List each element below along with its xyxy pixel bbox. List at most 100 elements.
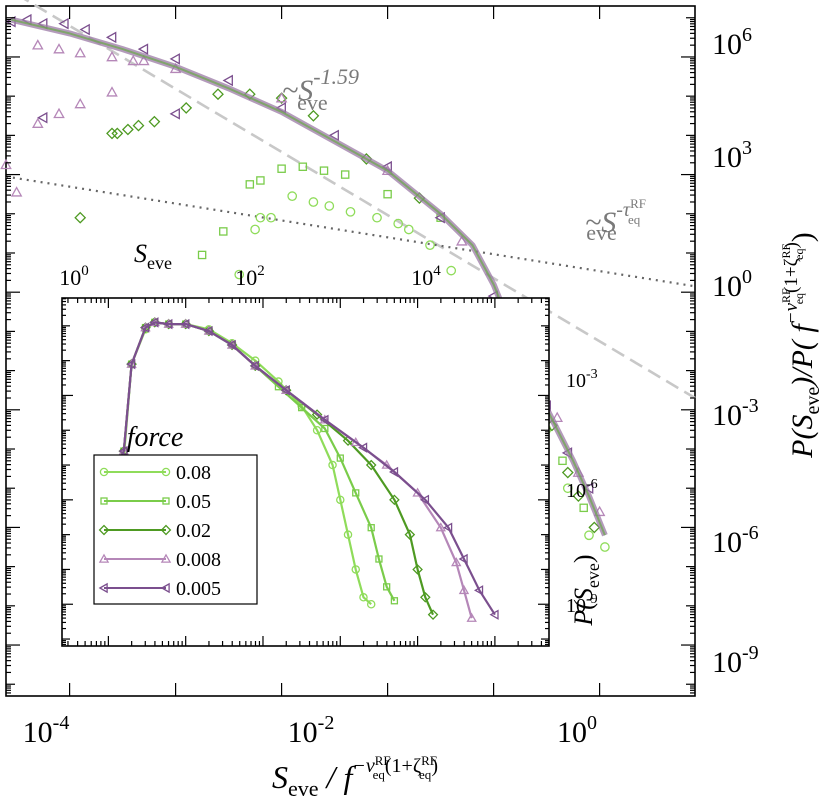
inset-data-point	[443, 522, 453, 533]
inset-data-point	[390, 597, 399, 605]
legend-marker	[160, 524, 172, 536]
inset-data-point	[427, 609, 439, 620]
inset-data-point	[412, 564, 423, 575]
inset-series-line	[107, 321, 496, 616]
main-data-point	[266, 212, 276, 223]
main-data-point	[588, 521, 601, 534]
inset-data-point	[359, 593, 368, 602]
main-data-point	[106, 86, 118, 97]
inset-data-point	[351, 565, 360, 574]
main-data-point	[79, 23, 90, 36]
main-data-point	[212, 88, 224, 101]
main-data-point	[324, 201, 335, 211]
main-data-point	[169, 53, 180, 65]
main-data-point	[74, 211, 87, 224]
main-ytick-label: 100	[712, 266, 752, 303]
legend-label: 0.08	[176, 462, 211, 484]
inset-data-point	[149, 317, 159, 328]
inset-data-point	[226, 339, 236, 351]
main-data-point	[250, 224, 260, 235]
inset-xtick-label: 100	[59, 263, 89, 290]
main-data-point	[0, 158, 12, 170]
inset-data-point	[419, 494, 430, 506]
main-xtick-label: 10-2	[288, 712, 335, 749]
inset-ytick-label: 10-6	[566, 477, 598, 502]
main-data-point	[127, 54, 140, 66]
inset-data-point	[180, 318, 190, 330]
main-data-point	[319, 166, 329, 175]
inset-ticks	[62, 298, 550, 646]
legend-label: 0.005	[176, 578, 221, 600]
legend-marker	[98, 524, 110, 536]
inset-data-point	[312, 425, 322, 435]
main-data-point	[222, 74, 233, 87]
inset-data-point	[352, 489, 360, 497]
main-data-point	[58, 17, 69, 30]
main-data-point	[572, 490, 585, 502]
inset-data-point	[435, 522, 446, 532]
main-data-point	[31, 117, 44, 128]
inset-data-point	[489, 609, 499, 620]
main-data-point	[148, 115, 161, 128]
main-data-point	[53, 43, 65, 54]
main-data-point	[600, 542, 610, 552]
legend-marker	[98, 582, 108, 594]
legend-marker	[99, 467, 109, 477]
inset-data-point	[140, 322, 150, 333]
inset-data-point	[404, 529, 416, 540]
inset-data-point	[366, 599, 376, 609]
main-x-axis-label: Seve / f−νRF eq(1+ζRF eq)	[272, 753, 438, 800]
main-data-point	[372, 212, 382, 223]
main-data-point	[121, 123, 134, 136]
main-y-axis-label: P(Seve)/P( f−νRFeq(1+ζRFeq))	[779, 232, 824, 459]
inset-data-point	[280, 385, 290, 396]
legend-label: 0.02	[176, 520, 211, 542]
main-xtick-label: 100	[557, 712, 597, 749]
main-data-point	[446, 265, 457, 276]
inset-data-point	[375, 555, 383, 563]
inset-ytick-label: 10-9	[566, 592, 598, 617]
legend-marker	[160, 582, 170, 594]
inset-xtick-label: 104	[411, 263, 441, 290]
main-data-point	[287, 191, 298, 201]
inset-data-point	[458, 584, 470, 595]
main-data-point	[558, 456, 567, 466]
main-data-point	[137, 54, 150, 66]
main-ytick-label: 10-6	[712, 522, 759, 559]
legend-entries	[98, 467, 172, 594]
main-data-point	[393, 218, 404, 229]
main-data-point	[584, 530, 594, 541]
inset-data-point	[343, 530, 353, 539]
main-data-point	[298, 162, 308, 171]
main-data-point	[345, 206, 356, 217]
main-data-point	[245, 180, 255, 189]
reference-line	[5, 175, 696, 288]
legend-marker	[161, 467, 171, 477]
inset-data-point	[466, 612, 477, 622]
main-data-point	[37, 111, 48, 124]
main-data-point	[111, 127, 124, 140]
inset-data-point	[321, 424, 329, 433]
main-data-point	[105, 31, 117, 44]
main-data-point	[307, 109, 320, 122]
powerlaw-annotation: ~S-1.59 eve	[282, 64, 359, 115]
main-data-point	[197, 250, 207, 260]
main-data-point	[275, 92, 288, 103]
main-data-point	[256, 176, 265, 185]
main-data-point	[74, 47, 87, 58]
legend-label: 0.008	[176, 549, 221, 571]
main-data-point	[106, 50, 118, 62]
inset-data-point	[388, 466, 399, 478]
main-ytick-label: 10-3	[712, 395, 759, 432]
inset-ytick-label: 10-3	[566, 367, 598, 392]
main-ticks	[6, 6, 695, 696]
inset-data-point	[474, 585, 484, 596]
inset-data-point	[358, 442, 368, 453]
inset-plot: 100 102 104 10-9 10-6 10-3 Seve P(Seve) …	[59, 239, 603, 647]
legend-marker	[160, 553, 172, 563]
main-data-point	[383, 189, 392, 199]
main-plot-frame	[5, 5, 696, 697]
inset-y-axis-label: P(Seve)	[569, 554, 603, 626]
